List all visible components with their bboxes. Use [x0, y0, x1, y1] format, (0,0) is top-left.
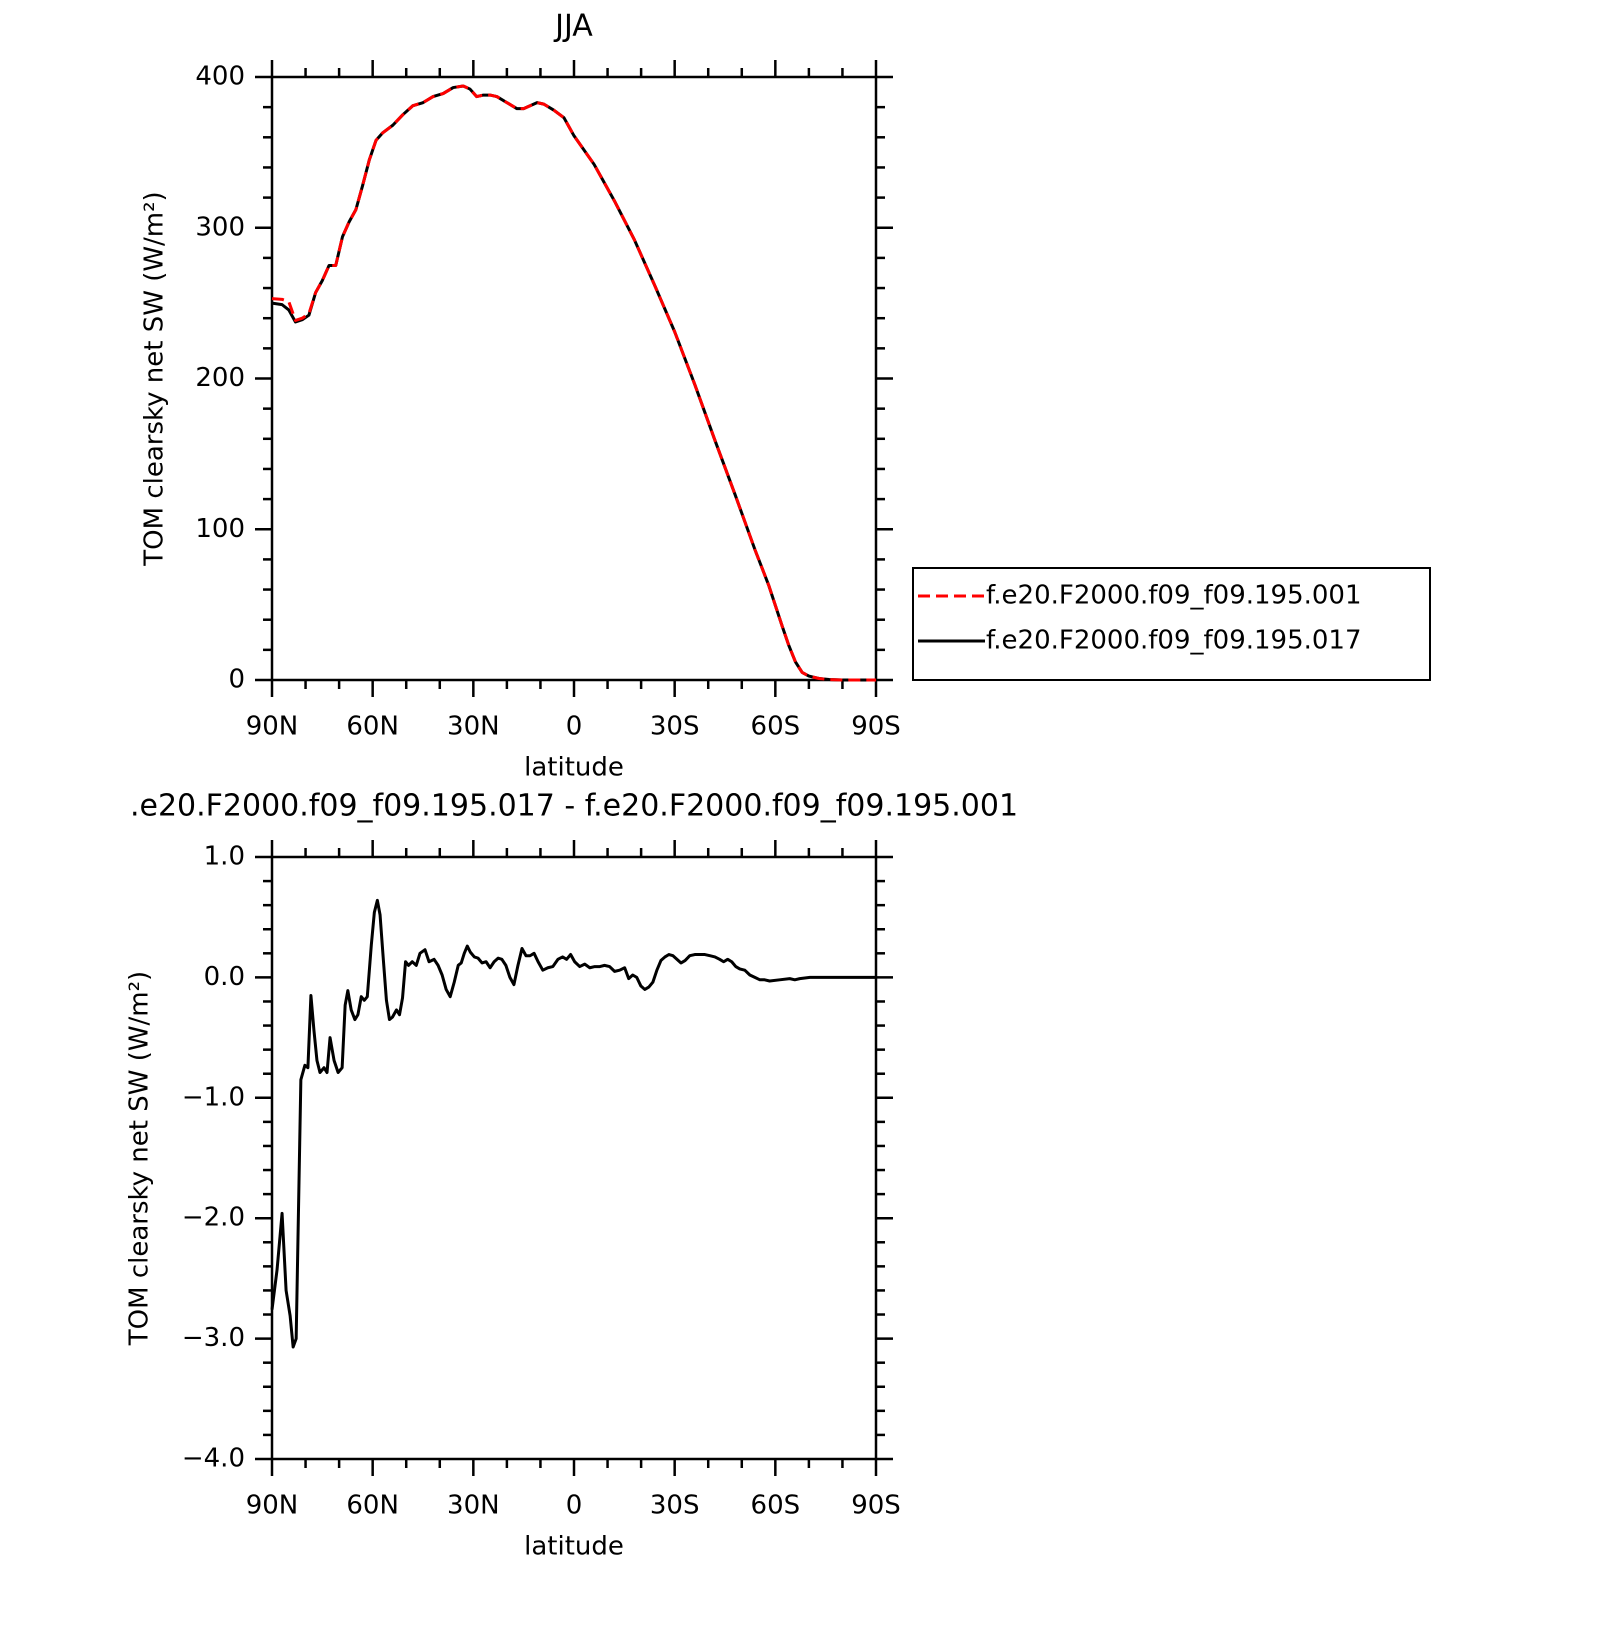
- plot-frame: [270, 855, 878, 1461]
- x-tick-label: 90S: [851, 712, 901, 742]
- y-tick-label: 0: [228, 665, 245, 695]
- x-tick-label: 60N: [346, 712, 399, 742]
- plot-frame: [270, 75, 878, 682]
- chart-title: .e20.F2000.f09_f09.195.017 - f.e20.F2000…: [130, 789, 1018, 824]
- y-tick-label: 300: [195, 212, 245, 242]
- x-tick-label: 90N: [246, 1491, 299, 1521]
- legend-label: f.e20.F2000.f09_f09.195.001: [986, 581, 1362, 611]
- x-tick-label: 30S: [650, 712, 700, 742]
- y-tick-label: 400: [195, 62, 245, 92]
- data-line: [270, 898, 876, 1349]
- data-line: [271, 84, 876, 682]
- y-axis-label: TOM clearsky net SW (W/m²): [140, 191, 170, 566]
- x-tick-label: 30N: [447, 712, 500, 742]
- legend-box: [912, 567, 1431, 681]
- x-tick-label: 0: [566, 712, 583, 742]
- y-tick-label: 0.0: [204, 962, 245, 992]
- x-tick-label: 30S: [650, 1491, 700, 1521]
- y-tick-label: 1.0: [204, 842, 245, 872]
- x-tick-label: 60S: [751, 1491, 801, 1521]
- x-tick-label: 60S: [751, 712, 801, 742]
- y-tick-label: −3.0: [182, 1323, 245, 1353]
- legend-label: f.e20.F2000.f09_f09.195.017: [986, 626, 1362, 656]
- y-axis-label: TOM clearsky net SW (W/m²): [125, 971, 155, 1346]
- y-tick-label: −4.0: [182, 1444, 245, 1474]
- y-tick-label: −1.0: [182, 1082, 245, 1112]
- y-tick-label: −2.0: [182, 1203, 245, 1233]
- x-tick-label: 90S: [851, 1491, 901, 1521]
- x-tick-label: 90N: [246, 712, 299, 742]
- data-line: [271, 84, 876, 682]
- x-axis-label: latitude: [524, 1532, 624, 1562]
- y-tick-label: 200: [195, 363, 245, 393]
- x-axis-label: latitude: [524, 753, 624, 783]
- x-tick-label: 60N: [346, 1491, 399, 1521]
- x-tick-label: 0: [566, 1491, 583, 1521]
- chart-title: JJA: [553, 9, 593, 44]
- x-tick-label: 30N: [447, 1491, 500, 1521]
- y-tick-label: 100: [195, 514, 245, 544]
